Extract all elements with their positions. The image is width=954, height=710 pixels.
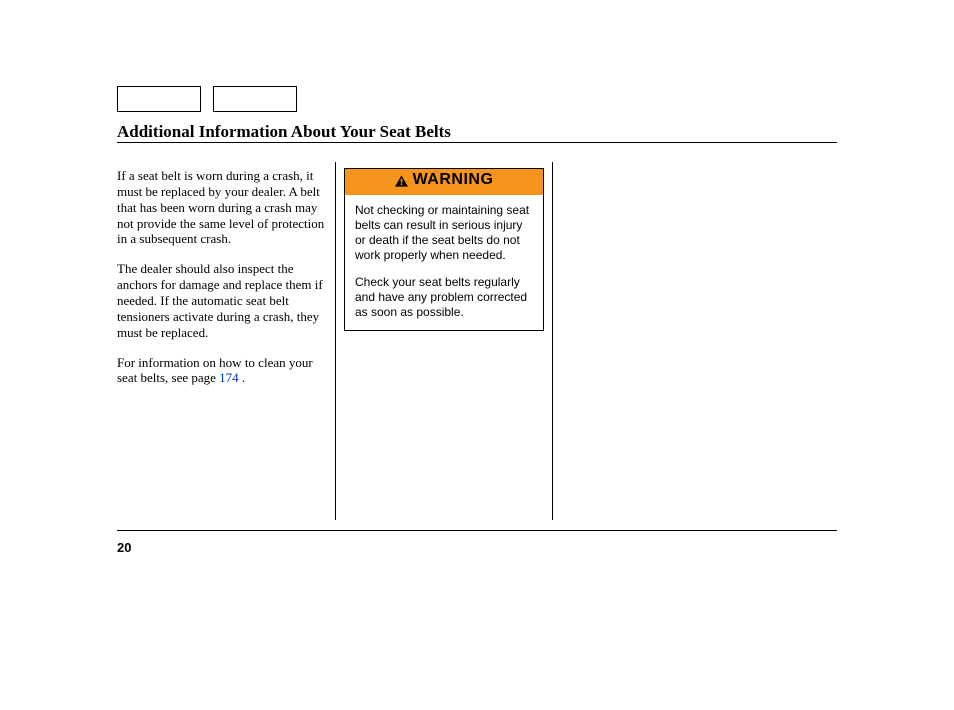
warning-body-2: Check your seat belts regularly and have… (355, 275, 533, 320)
warning-label: WARNING (413, 171, 494, 189)
manual-page: Additional Information About Your Seat B… (0, 0, 954, 710)
warning-box: WARNING Not checking or maintaining seat… (344, 168, 544, 331)
paragraph-2: The dealer should also inspect the ancho… (117, 261, 330, 340)
warning-header: WARNING (345, 169, 543, 195)
warning-body: Not checking or maintaining seat belts c… (345, 195, 543, 330)
page-title: Additional Information About Your Seat B… (117, 122, 451, 142)
column-divider-2 (552, 162, 553, 520)
body-column: If a seat belt is worn during a crash, i… (117, 168, 330, 400)
nav-box-1[interactable] (117, 86, 201, 112)
warning-body-1: Not checking or maintaining seat belts c… (355, 203, 533, 263)
nav-box-2[interactable] (213, 86, 297, 112)
paragraph-1: If a seat belt is worn during a crash, i… (117, 168, 330, 247)
title-rule (117, 142, 837, 143)
page-reference-link[interactable]: 174 (219, 370, 239, 385)
paragraph-3: For information on how to clean your sea… (117, 355, 330, 387)
paragraph-3-text-a: For information on how to clean your sea… (117, 355, 313, 386)
column-divider-1 (335, 162, 336, 520)
top-nav-boxes (117, 86, 297, 112)
warning-triangle-icon (395, 174, 408, 186)
footer-rule (117, 530, 837, 531)
page-number: 20 (117, 540, 131, 555)
paragraph-3-text-b: . (239, 370, 246, 385)
